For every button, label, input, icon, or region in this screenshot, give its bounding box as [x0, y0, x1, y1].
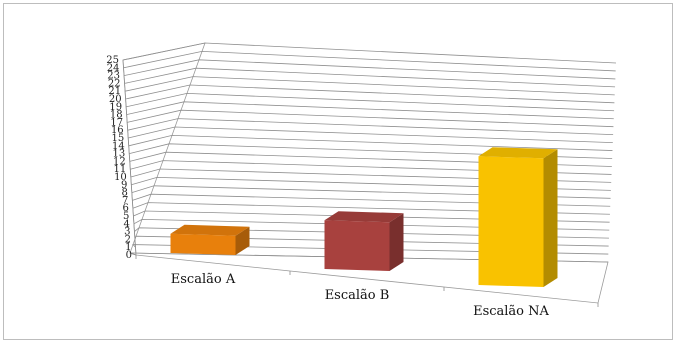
gridline [133, 210, 610, 223]
gridline [128, 126, 613, 143]
y-tick-label: 25 [106, 55, 119, 66]
category-label: Escalão B [325, 288, 390, 303]
chart-bars [170, 147, 558, 287]
gridline [134, 227, 609, 239]
gridline [131, 185, 611, 199]
gridline [125, 84, 615, 104]
y-tick-label: 24 [107, 63, 120, 74]
y-axis-line [122, 59, 137, 256]
gridline [133, 218, 610, 231]
gridline [130, 160, 612, 175]
y-tick-label: 8 [121, 188, 127, 199]
bar-front-face [170, 233, 236, 255]
y-tick-label: 4 [124, 219, 130, 230]
bar [170, 224, 250, 255]
gridline [124, 76, 615, 96]
y-tick-label: 6 [123, 203, 129, 214]
y-tick-label: 1 [125, 242, 131, 253]
gridline [122, 42, 617, 64]
y-axis-ticks: 0123456789101112131415161718192021222324… [106, 55, 132, 261]
bar-top-face [170, 224, 250, 236]
y-tick-label: 11 [114, 164, 127, 175]
gridline [123, 59, 616, 80]
y-tick-label: 14 [112, 141, 125, 152]
chart-gridlines [122, 42, 617, 307]
bar-side-face [235, 226, 250, 255]
y-tick-label: 12 [113, 156, 126, 167]
y-tick-label: 23 [107, 71, 120, 82]
y-tick-label: 16 [111, 125, 124, 136]
gridline [127, 109, 614, 128]
y-tick-label: 9 [121, 180, 127, 191]
y-tick-label: 7 [122, 195, 128, 206]
bar-top-face [478, 147, 558, 159]
category-label: Escalão NA [473, 304, 549, 319]
y-tick-label: 20 [109, 94, 122, 105]
gridline [126, 92, 615, 112]
y-tick-label: 10 [114, 172, 127, 183]
gridline [127, 118, 614, 136]
y-tick-label: 3 [124, 227, 130, 238]
gridline [134, 235, 609, 247]
y-tick-label: 5 [123, 211, 129, 222]
y-tick-label: 2 [125, 234, 131, 245]
bar-side-face [543, 149, 558, 287]
gridline [131, 176, 611, 191]
gridline [124, 67, 616, 88]
bar-top-face [324, 211, 404, 223]
y-tick-label: 13 [113, 149, 126, 160]
bar [324, 211, 404, 271]
gridline [132, 244, 609, 255]
y-tick-label: 21 [108, 86, 121, 97]
gridline [126, 101, 614, 120]
gridline [129, 252, 609, 263]
bar [478, 147, 558, 287]
y-tick-label: 19 [109, 102, 122, 113]
gridline [128, 134, 613, 151]
gridline [132, 193, 611, 207]
x-axis-categories: Escalão A Escalão B Escalão NA [171, 272, 550, 319]
gridline [130, 168, 612, 183]
gridline [123, 50, 616, 72]
bar-front-face [478, 156, 544, 287]
gridline [129, 143, 613, 159]
bar-side-face [389, 213, 404, 271]
y-tick-label: 17 [110, 117, 123, 128]
gridline [132, 202, 610, 215]
y-tick-label: 22 [108, 78, 121, 89]
category-label: Escalão A [171, 272, 236, 287]
y-tick-label: 18 [110, 110, 123, 121]
bar-front-face [324, 220, 390, 271]
y-tick-label: 0 [126, 250, 132, 261]
y-tick-label: 15 [111, 133, 124, 144]
gridline [129, 151, 612, 167]
